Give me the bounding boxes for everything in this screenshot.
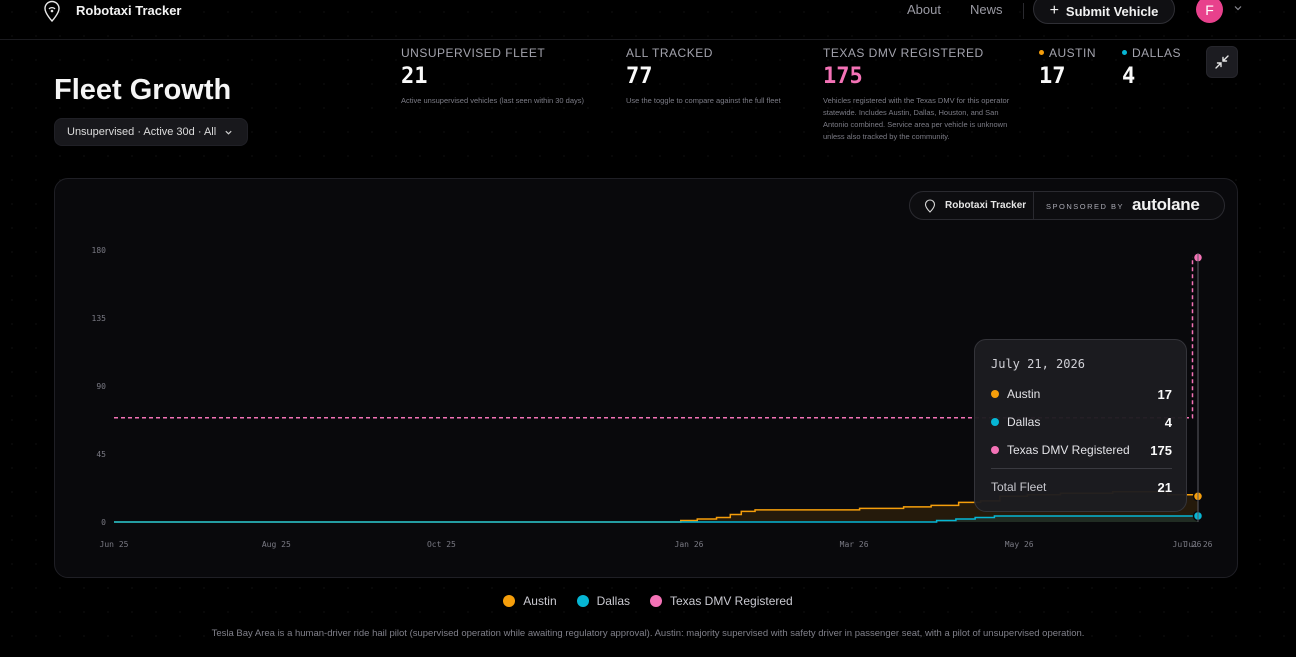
stat-description: Active unsupervised vehicles (last seen …: [401, 96, 585, 105]
submit-vehicle-label: Submit Vehicle: [1065, 3, 1159, 19]
stat-label: AUSTIN: [1049, 46, 1097, 60]
sponsor-brand: Robotaxi Tracker: [945, 200, 1027, 211]
tooltip-row-name: Texas DMV Registered: [1007, 443, 1130, 457]
tooltip-row-dmv: Texas DMV Registered 175: [991, 441, 1172, 459]
submit-vehicle-button[interactable]: + Submit Vehicle: [1033, 0, 1175, 24]
plus-icon: +: [1049, 2, 1059, 19]
stat-value: 175: [823, 64, 863, 89]
tooltip-row-dallas: Dallas 4: [991, 413, 1172, 431]
stat-austin: AUSTIN 17: [1039, 46, 1109, 89]
x-tick-label: Aug 25: [262, 540, 291, 549]
tooltip-row-value: 17: [1157, 386, 1172, 402]
stat-description: Vehicles registered with the Texas DMV f…: [823, 96, 1010, 141]
stat-label: UNSUPERVISED FLEET: [401, 46, 546, 60]
tooltip-row-value: 4: [1164, 414, 1172, 430]
tooltip-total-row: Total Fleet 21: [991, 478, 1172, 496]
stat-label: ALL TRACKED: [626, 46, 713, 60]
nav-about[interactable]: About: [907, 2, 941, 17]
series-area-0: [114, 491, 1198, 522]
sponsor-divider: [1033, 192, 1034, 219]
stat-description: Use the toggle to compare against the fu…: [626, 96, 781, 105]
nav-divider: [1023, 3, 1024, 19]
location-pin-icon[interactable]: [42, 0, 62, 22]
dallas-dot-icon: [576, 595, 589, 607]
stat-label: TEXAS DMV REGISTERED: [823, 46, 984, 60]
legend-label: Dallas: [596, 594, 630, 608]
x-tick-label: Jul 26: [1184, 540, 1213, 549]
tooltip-divider: [991, 468, 1172, 469]
stat-texas-dmv: TEXAS DMV REGISTERED 175 Vehicles regist…: [823, 46, 1016, 143]
fleet-filter-dropdown[interactable]: Unsupervised · Active 30d · All: [54, 118, 248, 146]
dmv-dot-icon: [991, 446, 999, 454]
legend-label: Austin: [523, 594, 557, 608]
austin-dot-icon: [503, 595, 516, 607]
x-tick-label: May 26: [1005, 540, 1034, 549]
x-tick-label: Mar 26: [840, 540, 869, 549]
dallas-dot-icon: [991, 418, 999, 426]
series-area-1: [114, 515, 1198, 522]
brand-name[interactable]: Robotaxi Tracker: [76, 3, 182, 18]
chart-tooltip: July 21, 2026 Austin 17 Dallas 4 Texas D…: [974, 339, 1187, 512]
legend-item-austin[interactable]: Austin: [503, 594, 557, 608]
legend-item-dallas[interactable]: Dallas: [576, 594, 630, 608]
legend-item-dmv[interactable]: Texas DMV Registered: [650, 594, 793, 608]
stat-unsupervised-fleet: UNSUPERVISED FLEET 21 Active unsupervise…: [401, 46, 611, 107]
sponsored-by-label: SPONSORED BY: [1046, 202, 1125, 211]
y-tick-label: 135: [92, 314, 107, 323]
chart-legend: Austin Dallas Texas DMV Registered: [0, 594, 1296, 608]
fleet-filter-label: Unsupervised · Active 30d · All: [67, 126, 217, 138]
y-tick-label: 0: [101, 518, 106, 527]
y-tick-label: 45: [96, 450, 106, 459]
stat-value: 77: [626, 64, 653, 89]
minimize-icon: [1215, 55, 1229, 69]
stat-value: 17: [1039, 64, 1066, 89]
x-tick-label: Jun 25: [100, 540, 129, 549]
stat-value: 21: [401, 64, 428, 89]
x-tick-label: Jul 26: [1173, 540, 1202, 549]
stat-all-tracked: ALL TRACKED 77 Use the toggle to compare…: [626, 46, 811, 107]
autolane-logo: autolane: [1132, 195, 1200, 214]
tooltip-row-austin: Austin 17: [991, 385, 1172, 403]
x-tick-label: Oct 25: [427, 540, 456, 549]
tooltip-row-name: Dallas: [1007, 415, 1041, 429]
avatar[interactable]: F: [1196, 0, 1223, 23]
nav-news[interactable]: News: [970, 2, 1003, 17]
tooltip-row-name: Austin: [1007, 387, 1041, 401]
austin-dot-icon: [991, 390, 999, 398]
chevron-down-icon[interactable]: [1233, 3, 1243, 13]
tooltip-total-value: 21: [1157, 479, 1172, 495]
sponsor-badge[interactable]: Robotaxi Tracker SPONSORED BY autolane: [909, 191, 1225, 220]
chevron-down-icon: [225, 130, 232, 135]
stat-label: DALLAS: [1132, 46, 1182, 60]
footnote: Tesla Bay Area is a human-driver ride ha…: [211, 628, 1085, 639]
dmv-dot-icon: [650, 595, 662, 607]
location-pin-icon: [924, 199, 936, 213]
tooltip-row-value: 175: [1150, 442, 1172, 458]
stat-value: 4: [1122, 64, 1136, 89]
series-line-dallas: [114, 515, 1198, 523]
top-bar: Robotaxi Tracker About News + Submit Veh…: [0, 0, 1296, 40]
legend-label: Texas DMV Registered: [670, 594, 793, 608]
tooltip-total-label: Total Fleet: [991, 480, 1047, 494]
austin-dot-icon: [1039, 50, 1044, 56]
stat-dallas: DALLAS 4: [1122, 46, 1192, 89]
x-tick-label: Jan 26: [675, 540, 704, 549]
y-tick-label: 180: [92, 246, 107, 255]
tooltip-date: July 21, 2026: [991, 357, 1085, 371]
y-tick-label: 90: [96, 382, 106, 391]
page-title: Fleet Growth: [54, 74, 232, 106]
collapse-button[interactable]: [1206, 46, 1238, 78]
dallas-dot-icon: [1122, 50, 1127, 56]
